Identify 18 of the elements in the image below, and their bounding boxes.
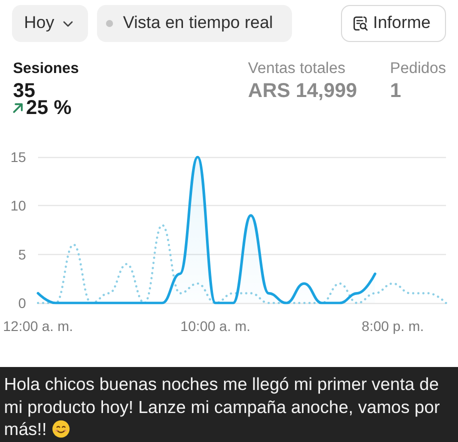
text: Vista en tiempo real — [123, 13, 273, 32]
text: Pedidos — [390, 60, 446, 77]
text: Hola chicos buenas noches me llegó mi primer venta de mi producto hoy! Lanze mi campaña anoche, vamos por más!! — [4, 374, 440, 439]
text: Sesiones — [13, 60, 79, 77]
text: 25 % — [26, 97, 72, 119]
y-tick-label: 15 — [10, 149, 26, 165]
y-tick-label: 10 — [10, 198, 26, 214]
text: Informe — [373, 13, 431, 32]
text: 1 — [390, 80, 402, 102]
text: Hoy — [24, 13, 54, 32]
x-tick-label: 12:00 a. m. — [2, 318, 74, 334]
text: ARS 14,999 — [248, 80, 357, 102]
x-tick-label: 8:00 p. m. — [362, 318, 424, 334]
line-series — [36, 224, 448, 304]
x-tick-label: 10:00 a. m. — [180, 318, 250, 334]
y-tick-label: 5 — [18, 246, 26, 262]
text: Ventas totales — [248, 60, 346, 77]
y-tick-label: 0 — [18, 295, 26, 311]
